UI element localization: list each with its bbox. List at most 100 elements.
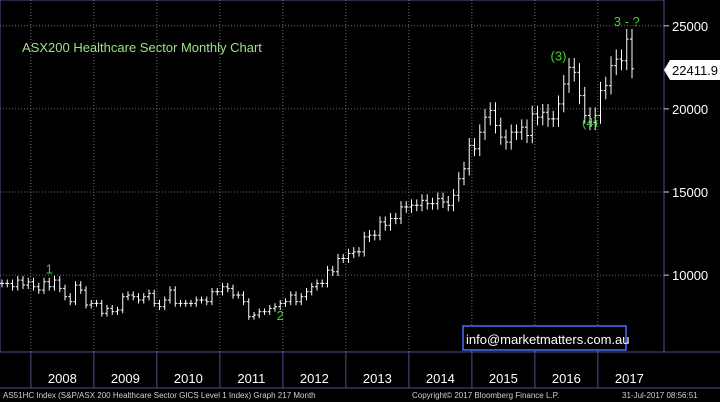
ohlc-bar — [619, 49, 624, 71]
ohlc-bar — [351, 247, 356, 259]
ohlc-bar — [199, 296, 204, 304]
ohlc-bar — [252, 311, 256, 320]
footer-right: 31-Jul-2017 08:56:51 — [622, 391, 698, 400]
x-tick-label: 2017 — [615, 371, 644, 386]
ohlc-bar — [530, 105, 535, 144]
ohlc-bar — [546, 103, 550, 127]
ohlc-bar — [514, 124, 519, 140]
ohlc-bar — [551, 110, 556, 127]
ohlc-bar — [267, 305, 272, 315]
ohlc-bar — [105, 305, 109, 317]
ohlc-bar — [21, 276, 25, 289]
ohlc-bar — [435, 192, 440, 210]
ohlc-bar — [399, 201, 403, 225]
ohlc-bar — [288, 291, 293, 306]
ohlc-bar — [131, 291, 136, 301]
wave-label: 1 — [46, 261, 53, 276]
ohlc-bar — [609, 56, 613, 95]
ohlc-bar — [336, 253, 340, 277]
ohlc-bar — [446, 195, 451, 212]
ohlc-bar — [210, 287, 214, 306]
ohlc-bar — [572, 58, 577, 82]
ohlc-bar — [535, 105, 540, 126]
ohlc-bar — [15, 276, 20, 291]
ohlc-bar — [162, 296, 167, 311]
ohlc-bar — [456, 172, 461, 202]
ohlc-bar — [0, 279, 4, 288]
ohlc-bar — [110, 305, 115, 315]
ohlc-bar — [404, 201, 409, 213]
ohlc-bar — [588, 107, 592, 131]
ohlc-bar — [315, 279, 319, 291]
ohlc-bar — [84, 286, 88, 309]
ohlc-bar — [273, 303, 277, 312]
ohlc-bar — [577, 63, 582, 105]
x-tick-label: 2012 — [300, 371, 329, 386]
x-tick-label: 2014 — [426, 371, 455, 386]
ohlc-bar — [593, 107, 598, 131]
ohlc-bar — [31, 277, 36, 291]
last-price-label: 22411.9 — [664, 60, 720, 80]
ohlc-bar — [462, 161, 466, 186]
chart-title: ASX200 Healthcare Sector Monthly Chart — [22, 40, 262, 55]
ohlc-bar — [582, 86, 587, 124]
ohlc-bar — [498, 117, 503, 145]
ohlc-bar — [493, 102, 498, 134]
ohlc-bar — [561, 75, 566, 113]
ohlc-bar — [26, 277, 31, 289]
ohlc-bar — [5, 279, 10, 288]
ohlc-bar — [467, 138, 472, 176]
ohlc-bar — [147, 289, 151, 301]
ohlc-bar — [73, 281, 78, 306]
ohlc-bar — [556, 95, 561, 127]
ohlc-bar — [614, 49, 619, 76]
x-tick-label: 2009 — [111, 371, 140, 386]
ohlc-bar — [441, 192, 445, 208]
ohlc-bar — [362, 231, 367, 257]
y-tick-label: 25000 — [672, 19, 708, 34]
ohlc-bar — [488, 102, 493, 126]
ohlc-bar — [504, 129, 508, 150]
ohlc-bar — [420, 194, 424, 212]
last-price-text: 22411.9 — [672, 63, 718, 78]
ohlc-bar — [152, 289, 157, 307]
ohlc-bar — [320, 279, 325, 288]
ohlc-bar — [57, 276, 62, 293]
ohlc-bar — [168, 286, 172, 304]
ohlc-bar — [215, 287, 220, 296]
ohlc-bar — [346, 248, 351, 264]
ohlc-bar — [519, 119, 524, 140]
ohlc-bar — [294, 291, 298, 306]
ohlc-bar — [624, 29, 629, 71]
ohlc-bar — [477, 124, 482, 157]
ohlc-bar — [393, 213, 398, 225]
ohlc-bar — [414, 199, 419, 212]
ohlc-bar — [52, 276, 57, 291]
ohlc-bar — [78, 281, 83, 294]
footer-center: Copyright© 2017 Bloomberg Finance L.P. — [412, 391, 559, 400]
ohlc-bar — [194, 296, 199, 307]
ohlc-bar — [257, 308, 262, 319]
watermark-border — [462, 325, 627, 351]
x-axis-ticks: 2008 2009 2010 2011 2012 2013 2014 2015 2016 2017 — [30, 352, 644, 388]
watermark-text: info@marketmatters.com.au — [466, 332, 629, 347]
ohlc-bar — [567, 58, 571, 93]
ohlc-bar — [304, 287, 309, 301]
ohlc-bar — [136, 293, 141, 304]
ohlc-bar — [94, 299, 99, 307]
ohlc-bar — [367, 230, 372, 242]
ohlc-bar — [126, 291, 130, 301]
ohlc-bar — [372, 230, 377, 241]
ohlc-bar — [299, 293, 304, 306]
x-tick-label: 2016 — [552, 371, 581, 386]
x-tick-label: 2013 — [363, 371, 392, 386]
wave-label: (4) — [582, 115, 598, 130]
ohlc-bar — [388, 213, 393, 231]
ohlc-bar — [525, 119, 529, 144]
ohlc-bar — [231, 284, 235, 299]
ohlc-bar — [630, 29, 634, 79]
y-axis-ticks: 10000 15000 20000 25000 — [664, 19, 708, 283]
ohlc-bar — [10, 279, 15, 291]
ohlc-bar — [262, 308, 267, 315]
